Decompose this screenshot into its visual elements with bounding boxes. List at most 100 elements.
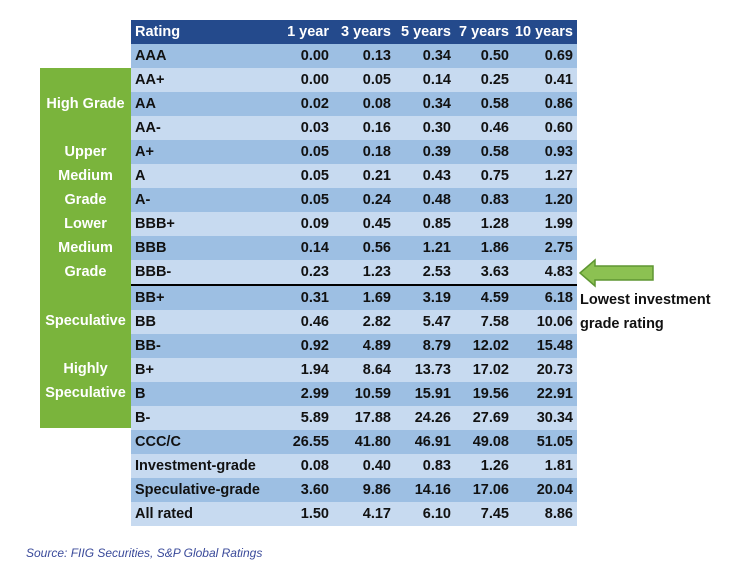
value-cell: 20.04 [536, 482, 573, 498]
value-cell: 2.82 [362, 314, 391, 330]
table-row: A- 0.05 0.24 0.48 0.83 1.20 [131, 188, 577, 212]
grade-band [40, 68, 131, 428]
rating-cell: A- [135, 192, 151, 208]
grade-label-lower-medium-2: Medium [58, 240, 113, 256]
value-cell: 41.80 [354, 434, 391, 450]
value-cell: 0.21 [362, 168, 391, 184]
value-cell: 49.08 [472, 434, 509, 450]
value-cell: 0.00 [300, 48, 329, 64]
value-cell: 0.83 [480, 192, 509, 208]
value-cell: 8.64 [362, 362, 391, 378]
value-cell: 0.86 [544, 96, 573, 112]
value-cell: 10.59 [354, 386, 391, 402]
rating-cell: Investment-grade [135, 458, 256, 474]
value-cell: 0.46 [300, 314, 329, 330]
grade-label-speculative: Speculative [45, 313, 126, 329]
value-cell: 0.60 [544, 120, 573, 136]
source-note: Source: FIIG Securities, S&P Global Rati… [26, 546, 263, 560]
table-row: AA- 0.03 0.16 0.30 0.46 0.60 [131, 116, 577, 140]
rating-cell: B+ [135, 362, 154, 378]
table-row: B- 5.89 17.88 24.26 27.69 30.34 [131, 406, 577, 430]
value-cell: 0.24 [362, 192, 391, 208]
value-cell: 0.14 [422, 72, 451, 88]
rating-cell: AA- [135, 120, 161, 136]
value-cell: 8.79 [422, 338, 451, 354]
table-row: BBB+ 0.09 0.45 0.85 1.28 1.99 [131, 212, 577, 236]
value-cell: 22.91 [536, 386, 573, 402]
table-row: AAA 0.00 0.13 0.34 0.50 0.69 [131, 44, 577, 68]
grade-label-high-grade: High Grade [46, 96, 125, 112]
value-cell: 0.92 [300, 338, 329, 354]
value-cell: 7.45 [480, 506, 509, 522]
value-cell: 1.26 [480, 458, 509, 474]
rating-cell: AAA [135, 48, 167, 64]
column-header: 1 year [287, 24, 329, 40]
callout-line-1: Lowest investment [580, 292, 711, 308]
value-cell: 27.69 [472, 410, 509, 426]
value-cell: 12.02 [472, 338, 509, 354]
value-cell: 0.41 [544, 72, 573, 88]
value-cell: 0.56 [362, 240, 391, 256]
rating-cell: All rated [135, 506, 194, 522]
value-cell: 4.59 [480, 290, 509, 306]
value-cell: 2.75 [544, 240, 573, 256]
value-cell: 1.50 [300, 506, 329, 522]
value-cell: 15.91 [414, 386, 451, 402]
value-cell: 6.10 [422, 506, 451, 522]
table-row: A+ 0.05 0.18 0.39 0.58 0.93 [131, 140, 577, 164]
value-cell: 51.05 [536, 434, 573, 450]
value-cell: 9.86 [362, 482, 391, 498]
value-cell: 0.43 [422, 168, 451, 184]
rating-cell: BBB [135, 240, 167, 256]
value-cell: 1.27 [544, 168, 573, 184]
value-cell: 1.86 [480, 240, 509, 256]
value-cell: 0.18 [362, 144, 391, 160]
table-row: BB 0.46 2.82 5.47 7.58 10.06 [131, 310, 577, 334]
value-cell: 0.45 [362, 216, 391, 232]
column-header: 3 years [341, 24, 391, 40]
value-cell: 1.23 [333, 260, 395, 286]
grade-label-upper-medium-2: Medium [58, 168, 113, 184]
value-cell: 5.89 [300, 410, 329, 426]
value-cell: 20.73 [536, 362, 573, 378]
rating-cell: BB [135, 314, 156, 330]
value-cell: 0.30 [422, 120, 451, 136]
table-header-row: Rating 1 year 3 years 5 years 7 years 10… [131, 20, 577, 44]
rating-cell: BB+ [135, 290, 165, 306]
value-cell: 30.34 [536, 410, 573, 426]
value-cell: 14.16 [414, 482, 451, 498]
table-row: BBB 0.14 0.56 1.21 1.86 2.75 [131, 236, 577, 260]
rating-cell: B- [135, 410, 151, 426]
rating-cell: B [135, 386, 146, 402]
table-row: Speculative-grade 3.60 9.86 14.16 17.06 20.04 [131, 478, 577, 502]
value-cell: 3.60 [300, 482, 329, 498]
grade-label-lower-medium-1: Lower [64, 216, 107, 232]
value-cell: 7.58 [480, 314, 509, 330]
value-cell: 0.13 [362, 48, 391, 64]
value-cell: 15.48 [536, 338, 573, 354]
value-cell: 3.63 [455, 260, 513, 286]
column-header: Rating [135, 24, 181, 40]
value-cell: 6.18 [544, 290, 573, 306]
value-cell: 4.89 [362, 338, 391, 354]
value-cell: 0.48 [422, 192, 451, 208]
value-cell: 0.16 [362, 120, 391, 136]
value-cell: 17.88 [354, 410, 391, 426]
default-rates-table: Rating 1 year 3 years 5 years 7 years 10… [131, 20, 577, 526]
value-cell: 0.31 [300, 290, 329, 306]
column-header: 10 years [514, 24, 573, 40]
grade-label-lower-medium-3: Grade [64, 264, 107, 280]
value-cell: 10.06 [536, 314, 573, 330]
value-cell: 0.83 [422, 458, 451, 474]
value-cell: 19.56 [472, 386, 509, 402]
value-cell: 0.09 [300, 216, 329, 232]
value-cell: 1.81 [544, 458, 573, 474]
rating-cell: A+ [135, 144, 154, 160]
table-row: BBB- 0.23 1.23 2.53 3.63 4.83 [131, 260, 577, 286]
value-cell: 0.03 [300, 120, 329, 136]
table-row: All rated 1.50 4.17 6.10 7.45 8.86 [131, 502, 577, 526]
value-cell: 4.17 [362, 506, 391, 522]
value-cell: 0.23 [273, 260, 333, 286]
callout-note: Lowest investment grade rating [580, 288, 740, 336]
rating-cell: CCC/C [135, 434, 181, 450]
